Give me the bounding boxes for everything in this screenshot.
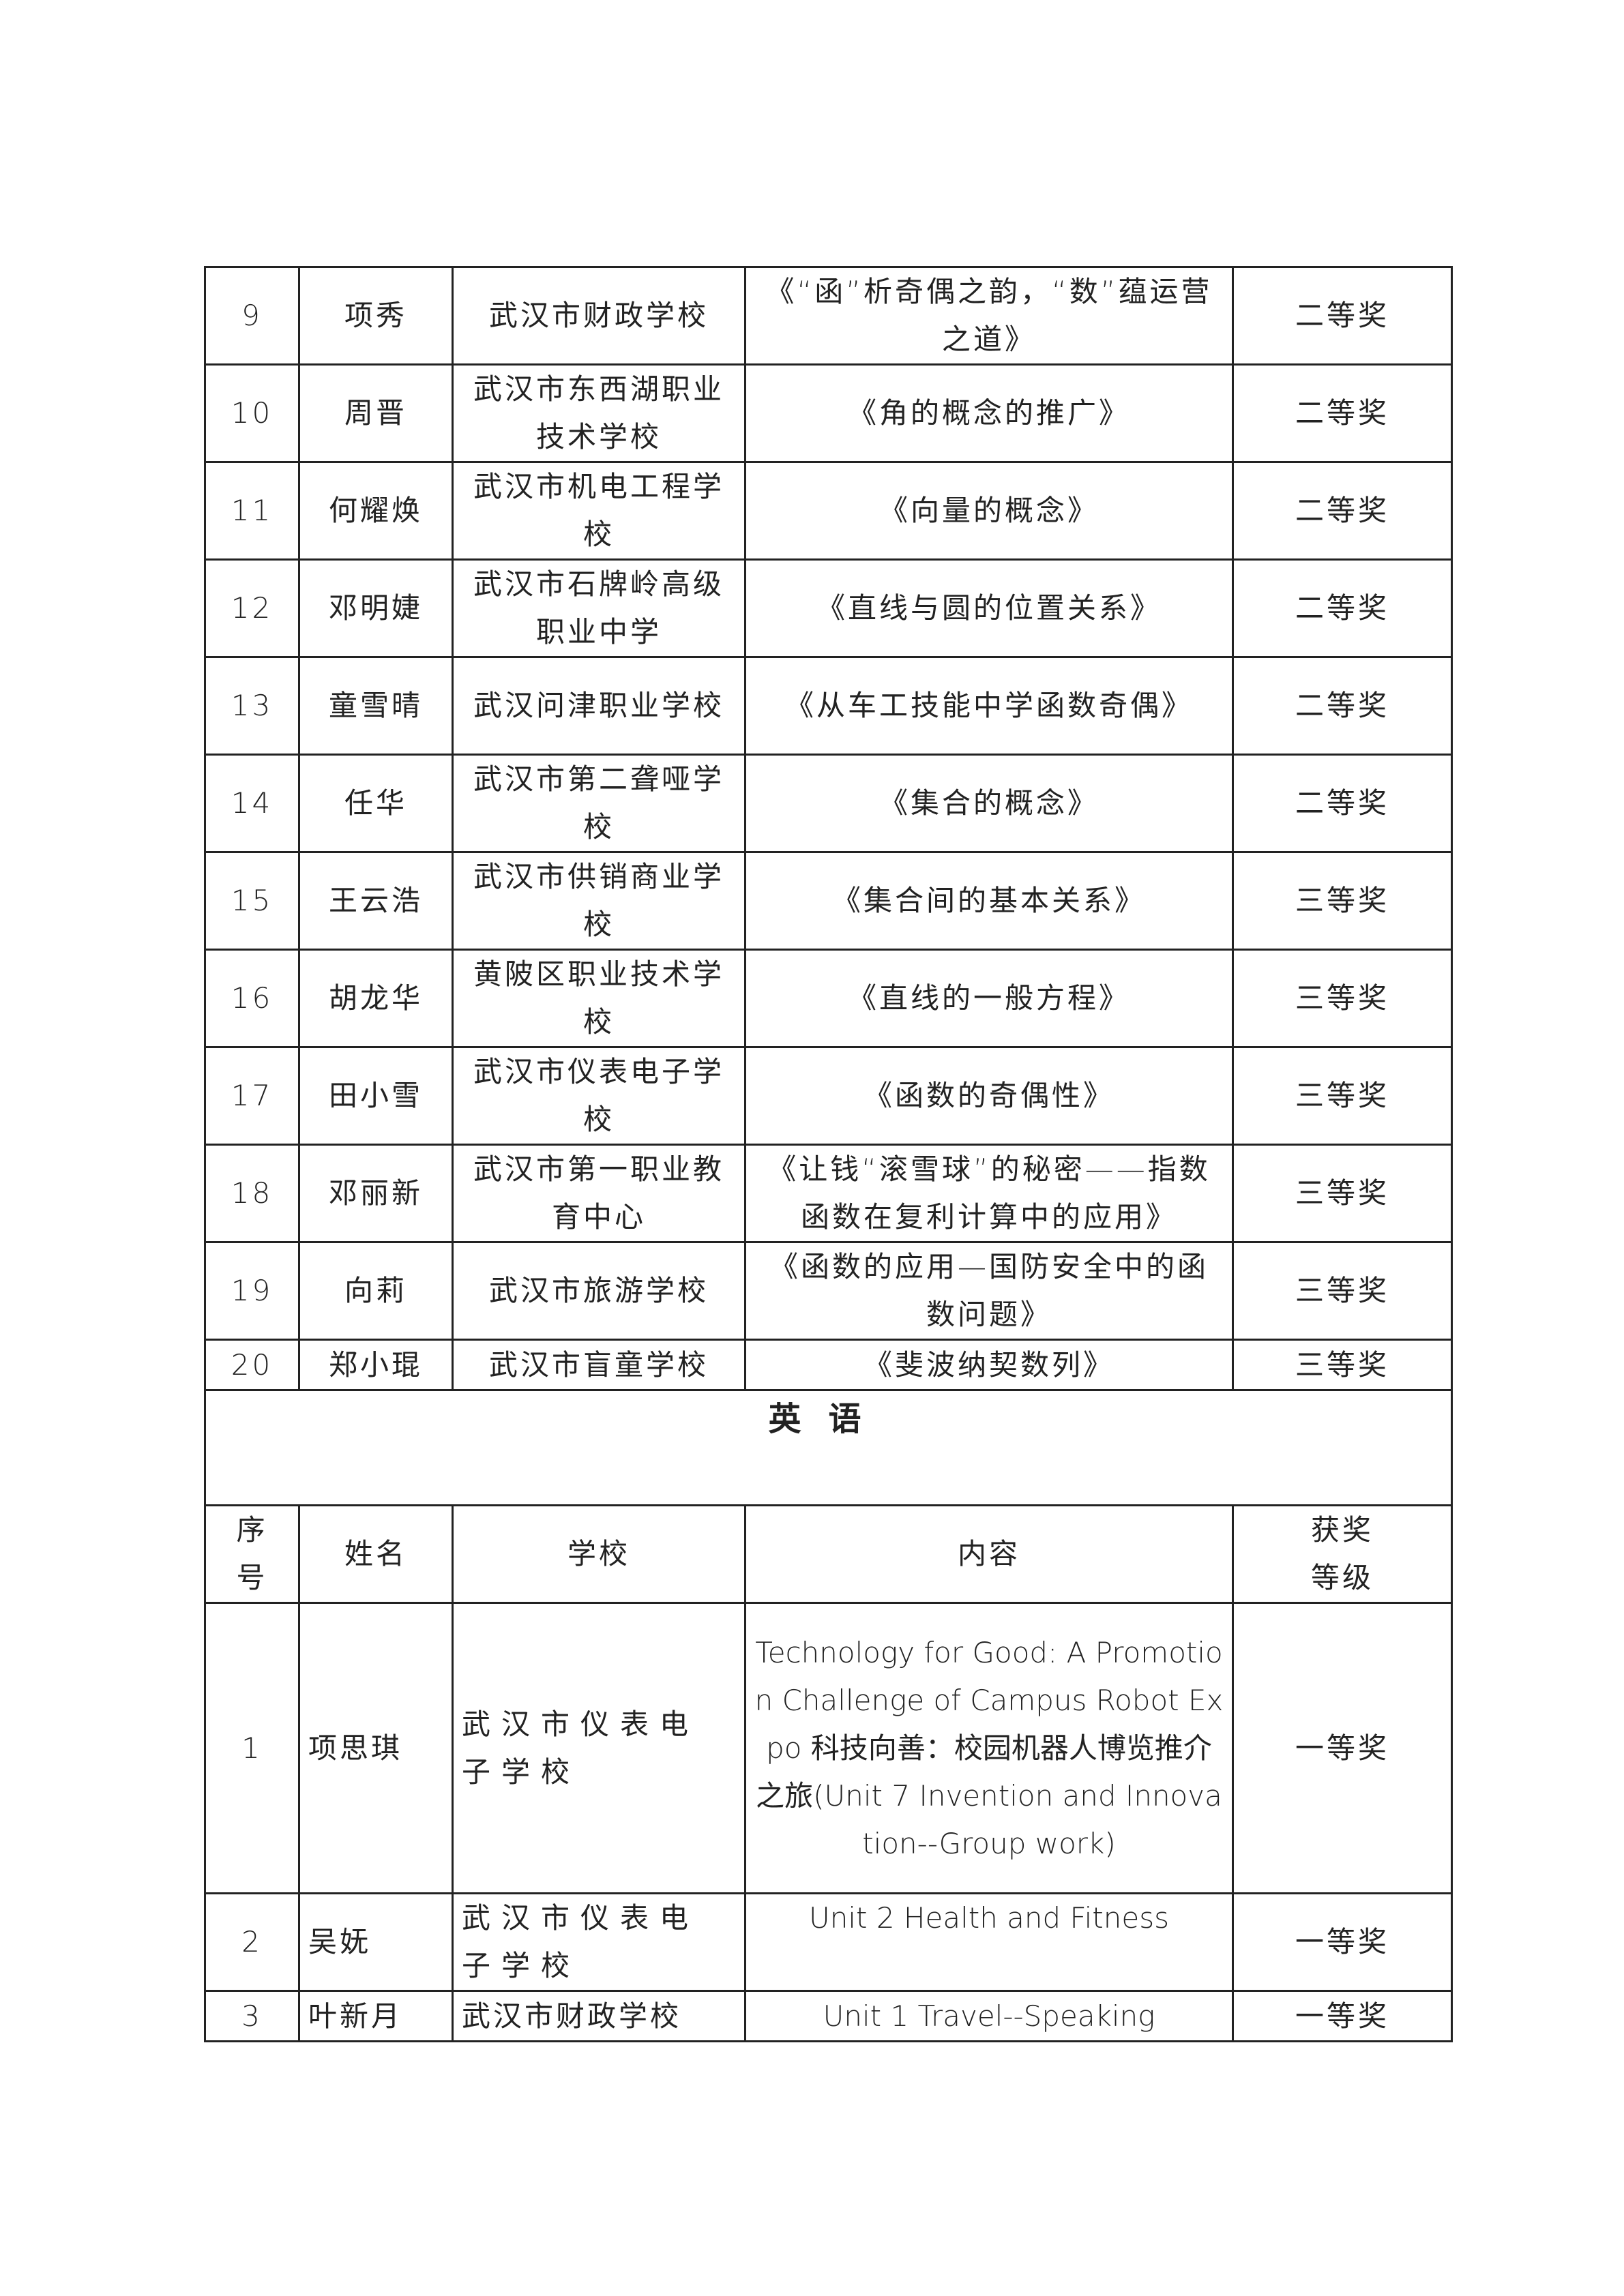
cell-name: 郑小琨 (298, 1339, 454, 1391)
table-row: 3 叶新月 武汉市财政学校 Unit 1 Travel--Speaking 一等… (204, 1990, 1453, 2042)
section-title-english: 英语 (204, 1389, 1453, 1506)
cell-award: 三等奖 (1232, 949, 1453, 1048)
cell-school: 武汉市机电工程学校 (452, 461, 746, 561)
cell-no: 2 (204, 1892, 300, 1992)
cell-award: 三等奖 (1232, 851, 1453, 951)
cell-no: 15 (204, 851, 300, 951)
cell-school: 武汉市财政学校 (452, 1990, 746, 2042)
cell-school: 武汉市第二聋哑学校 (452, 754, 746, 853)
cell-school: 武汉市仪表电子学校 (452, 1046, 746, 1146)
cell-content: Unit 1 Travel--Speaking (744, 1990, 1234, 2042)
table-row: 17 田小雪 武汉市仪表电子学校 《函数的奇偶性》 三等奖 (204, 1046, 1453, 1146)
cell-no: 13 (204, 656, 300, 756)
header-school: 学校 (452, 1504, 746, 1604)
cell-award: 二等奖 (1232, 461, 1453, 561)
cell-name: 邓丽新 (298, 1144, 454, 1243)
table-row: 12 邓明婕 武汉市石牌岭高级职业中学 《直线与圆的位置关系》 二等奖 (204, 558, 1453, 658)
cell-content: 《向量的概念》 (744, 461, 1234, 561)
cell-content: 《让钱“滚雪球”的秘密——指数函数在复利计算中的应用》 (744, 1144, 1234, 1243)
cell-no: 14 (204, 754, 300, 853)
cell-content: 《斐波纳契数列》 (744, 1339, 1234, 1391)
table-row: 9 项秀 武汉市财政学校 《“函”析奇偶之韵，“数”蕴运营之道》 二等奖 (204, 266, 1453, 366)
cell-school: 武汉市仪表电子学校 (452, 1602, 746, 1894)
table-row: 18 邓丽新 武汉市第一职业教育中心 《让钱“滚雪球”的秘密——指数函数在复利计算中的… (204, 1144, 1453, 1243)
cell-content: 《函数的奇偶性》 (744, 1046, 1234, 1146)
table-row: 20 郑小琨 武汉市盲童学校 《斐波纳契数列》 三等奖 (204, 1339, 1453, 1391)
cell-school: 武汉市仪表电子学校 (452, 1892, 746, 1992)
cell-award: 二等奖 (1232, 266, 1453, 366)
table-row: 16 胡龙华 黄陂区职业技术学校 《直线的一般方程》 三等奖 (204, 949, 1453, 1048)
cell-no: 1 (204, 1602, 300, 1894)
cell-content: Technology for Good: A Promotion Challen… (744, 1602, 1234, 1894)
cell-no: 16 (204, 949, 300, 1048)
cell-school: 武汉市旅游学校 (452, 1241, 746, 1341)
cell-no: 19 (204, 1241, 300, 1341)
cell-content: 《直线的一般方程》 (744, 949, 1234, 1048)
cell-name: 王云浩 (298, 851, 454, 951)
table-row: 13 童雪晴 武汉问津职业学校 《从车工技能中学函数奇偶》 二等奖 (204, 656, 1453, 756)
table-row: 2 吴妩 武汉市仪表电子学校 Unit 2 Health and Fitness… (204, 1892, 1453, 1992)
table-row: 19 向莉 武汉市旅游学校 《函数的应用—国防安全中的函数问题》 三等奖 (204, 1241, 1453, 1341)
cell-no: 3 (204, 1990, 300, 2042)
cell-name: 项思琪 (298, 1602, 454, 1894)
cell-no: 17 (204, 1046, 300, 1146)
header-award: 获奖等级 (1232, 1504, 1453, 1604)
cell-name: 向莉 (298, 1241, 454, 1341)
header-content: 内容 (744, 1504, 1234, 1604)
cell-school: 武汉市供销商业学校 (452, 851, 746, 951)
table-row: 14 任华 武汉市第二聋哑学校 《集合的概念》 二等奖 (204, 754, 1453, 853)
cell-content: 《从车工技能中学函数奇偶》 (744, 656, 1234, 756)
cell-award: 三等奖 (1232, 1144, 1453, 1243)
table-row: 15 王云浩 武汉市供销商业学校 《集合间的基本关系》 三等奖 (204, 851, 1453, 951)
header-no: 序号 (204, 1504, 300, 1604)
cell-award: 二等奖 (1232, 754, 1453, 853)
cell-content: 《角的概念的推广》 (744, 363, 1234, 463)
cell-no: 11 (204, 461, 300, 561)
cell-award: 二等奖 (1232, 656, 1453, 756)
cell-no: 12 (204, 558, 300, 658)
table-row: 11 何耀焕 武汉市机电工程学校 《向量的概念》 二等奖 (204, 461, 1453, 561)
cell-name: 吴妩 (298, 1892, 454, 1992)
cell-award: 三等奖 (1232, 1241, 1453, 1341)
cell-content: 《函数的应用—国防安全中的函数问题》 (744, 1241, 1234, 1341)
cell-name: 童雪晴 (298, 656, 454, 756)
cell-name: 田小雪 (298, 1046, 454, 1146)
cell-no: 20 (204, 1339, 300, 1391)
cell-award: 二等奖 (1232, 363, 1453, 463)
cell-award: 一等奖 (1232, 1990, 1453, 2042)
cell-name: 邓明婕 (298, 558, 454, 658)
cell-content: 《集合的概念》 (744, 754, 1234, 853)
cell-name: 周晋 (298, 363, 454, 463)
cell-award: 一等奖 (1232, 1602, 1453, 1894)
cell-school: 武汉市第一职业教育中心 (452, 1144, 746, 1243)
cell-school: 武汉问津职业学校 (452, 656, 746, 756)
cell-name: 项秀 (298, 266, 454, 366)
cell-school: 武汉市石牌岭高级职业中学 (452, 558, 746, 658)
cell-school: 武汉市财政学校 (452, 266, 746, 366)
cell-content: 《“函”析奇偶之韵，“数”蕴运营之道》 (744, 266, 1234, 366)
header-row: 序号 姓名 学校 内容 获奖等级 (204, 1504, 1453, 1604)
cell-name: 叶新月 (298, 1990, 454, 2042)
cell-award: 三等奖 (1232, 1046, 1453, 1146)
cell-school: 武汉市盲童学校 (452, 1339, 746, 1391)
cell-content: 《集合间的基本关系》 (744, 851, 1234, 951)
cell-no: 10 (204, 363, 300, 463)
cell-no: 9 (204, 266, 300, 366)
cell-content: Unit 2 Health and Fitness (744, 1892, 1234, 1992)
cell-name: 胡龙华 (298, 949, 454, 1048)
table-row: 1 项思琪 武汉市仪表电子学校 Technology for Good: A P… (204, 1602, 1453, 1894)
cell-award: 一等奖 (1232, 1892, 1453, 1992)
cell-content: 《直线与圆的位置关系》 (744, 558, 1234, 658)
cell-school: 武汉市东西湖职业技术学校 (452, 363, 746, 463)
cell-no: 18 (204, 1144, 300, 1243)
table-row: 10 周晋 武汉市东西湖职业技术学校 《角的概念的推广》 二等奖 (204, 363, 1453, 463)
header-name: 姓名 (298, 1504, 454, 1604)
cell-name: 何耀焕 (298, 461, 454, 561)
awards-table: 9 项秀 武汉市财政学校 《“函”析奇偶之韵，“数”蕴运营之道》 二等奖 10 周晋 武汉市东… (204, 266, 1453, 2042)
cell-award: 二等奖 (1232, 558, 1453, 658)
cell-award: 三等奖 (1232, 1339, 1453, 1391)
cell-school: 黄陂区职业技术学校 (452, 949, 746, 1048)
cell-name: 任华 (298, 754, 454, 853)
